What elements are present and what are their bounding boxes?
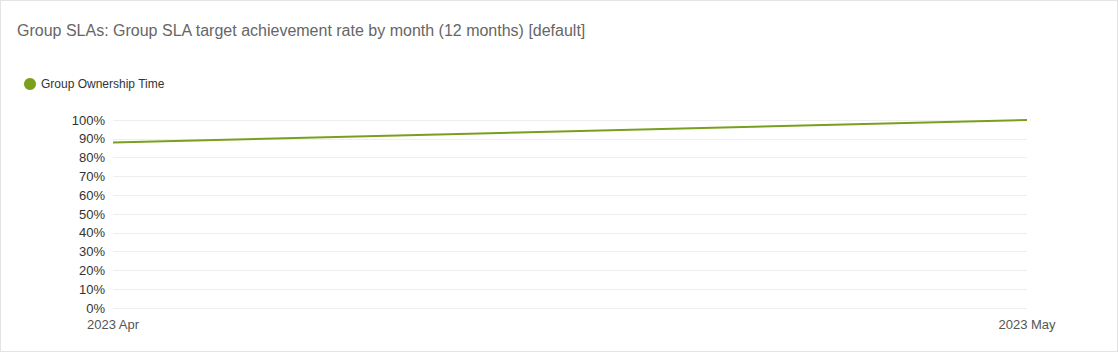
svg-text:2023 Apr: 2023 Apr xyxy=(87,317,140,332)
svg-text:90%: 90% xyxy=(79,131,105,146)
svg-text:2023 May: 2023 May xyxy=(998,317,1056,332)
svg-text:10%: 10% xyxy=(79,282,105,297)
svg-text:100%: 100% xyxy=(72,113,106,128)
svg-text:70%: 70% xyxy=(79,169,105,184)
svg-text:Group SLAs: Group SLA target a: Group SLAs: Group SLA target achievement… xyxy=(17,22,585,39)
svg-text:40%: 40% xyxy=(79,225,105,240)
svg-text:50%: 50% xyxy=(79,207,105,222)
svg-text:20%: 20% xyxy=(79,263,105,278)
svg-text:Group Ownership Time: Group Ownership Time xyxy=(41,77,165,91)
svg-text:30%: 30% xyxy=(79,244,105,259)
svg-text:0%: 0% xyxy=(86,301,105,316)
svg-text:80%: 80% xyxy=(79,150,105,165)
svg-text:60%: 60% xyxy=(79,188,105,203)
